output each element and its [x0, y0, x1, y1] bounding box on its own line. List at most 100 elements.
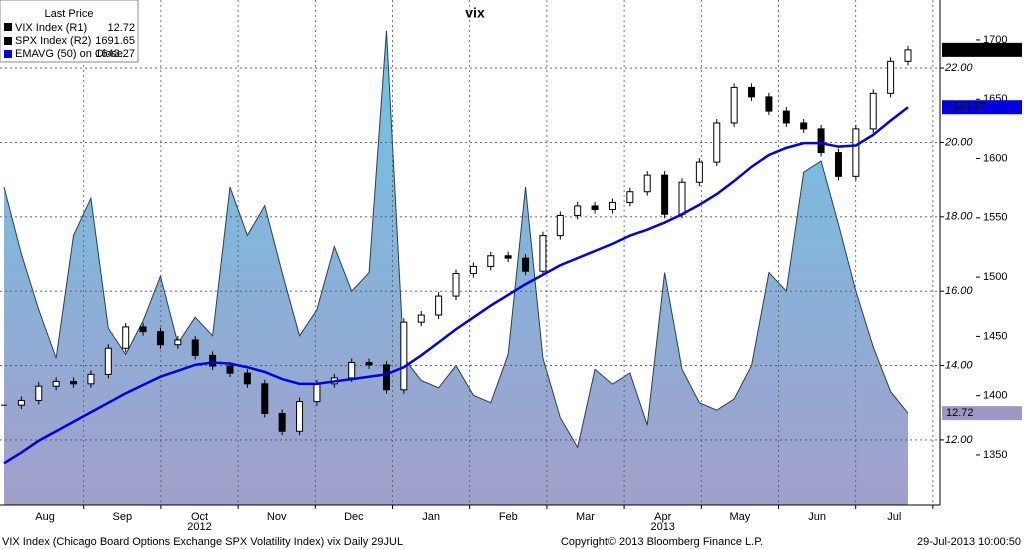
spx-candle [834, 152, 842, 177]
spx-candle [695, 161, 703, 183]
legend-value: 1643.27 [95, 48, 135, 60]
spx-candle [87, 373, 95, 385]
legend-swatch [4, 23, 12, 31]
legend-swatch [4, 37, 12, 45]
legend-label: VIX Index (R1) [15, 22, 87, 34]
x-tick-label: Oct [191, 511, 208, 523]
footer-left: VIX Index (Chicago Board Options Exchang… [2, 536, 403, 548]
legend-label: EMAVG (50) on Close [15, 48, 123, 60]
spx-candle [122, 326, 130, 349]
spx-candle [243, 372, 251, 385]
spx-candle [765, 96, 773, 112]
footer-right: 29-Jul-2013 10:00:50 [917, 536, 1021, 548]
spx-candle [139, 326, 147, 333]
spx-candle [400, 321, 408, 391]
spx-candle [296, 401, 304, 432]
x-tick-label: Sep [113, 511, 133, 523]
chart-title: vix [465, 5, 485, 21]
legend-value: 12.72 [107, 22, 135, 34]
spx-candle [452, 273, 460, 297]
spx-candle [730, 86, 738, 124]
last-price-label: 1643.27 [946, 101, 986, 113]
x-tick-label: Nov [267, 511, 287, 523]
x-tick-label: Jun [808, 511, 826, 523]
spx-candle [574, 205, 582, 216]
y2-tick-label: 1500 [983, 271, 1007, 283]
y-tick-label: 22.00 [944, 62, 973, 74]
legend-box [0, 0, 139, 63]
spx-candle [261, 383, 269, 414]
x-tick-label: Dec [344, 511, 364, 523]
spx-candle [487, 255, 495, 267]
x-year-label: 2013 [650, 521, 674, 533]
spx-candle [174, 339, 182, 346]
spx-candle [417, 314, 425, 323]
y-tick-label: 18.00 [945, 211, 973, 223]
spx-candle [504, 255, 512, 259]
last-price-tag [942, 42, 1022, 57]
y-tick-label: 14.00 [945, 359, 973, 371]
y-tick-label: 20.00 [944, 136, 973, 148]
spx-candle [70, 380, 78, 385]
spx-candle [904, 49, 912, 62]
spx-candle [539, 235, 547, 272]
spx-candle [869, 92, 877, 130]
spx-candle [608, 201, 616, 211]
legend-title: Last Price [45, 8, 94, 20]
y2-tick-label: 1350 [983, 449, 1007, 461]
spx-candle [643, 174, 651, 193]
legend: Last Price VIX Index (R1) 12.72 SPX Inde… [0, 0, 139, 63]
spx-candle [591, 205, 599, 211]
spx-candle [852, 128, 860, 177]
x-tick-label: May [730, 511, 751, 523]
spx-candle [348, 361, 356, 379]
spx-candle [556, 214, 564, 237]
vix-area [4, 30, 908, 506]
spx-candle [817, 128, 825, 154]
spx-candle [678, 181, 686, 215]
spx-candle [661, 174, 669, 215]
y2-tick-label: 1400 [983, 390, 1007, 402]
legend-label: SPX Index (R2) [15, 35, 91, 47]
y2-tick-label: 1450 [983, 330, 1007, 342]
spx-candle [313, 383, 321, 403]
footer-center: Copyright© 2013 Bloomberg Finance L.P. [561, 536, 763, 548]
spx-candle [887, 60, 895, 94]
y2-tick-label: 1600 [983, 152, 1007, 164]
ema-line [3, 106, 909, 465]
spx-candle [365, 361, 373, 366]
spx-candle [278, 412, 286, 432]
spx-candle [435, 295, 443, 316]
x-tick-label: Feb [499, 511, 518, 523]
legend-swatch [4, 50, 12, 58]
x-tick-label: Jul [887, 511, 901, 523]
legend-value: 1691.65 [95, 35, 135, 47]
last-price-label: 1691.65 [946, 44, 986, 56]
spx-candle [35, 385, 43, 401]
last-price-tag [942, 406, 1022, 421]
spx-candle [17, 399, 25, 406]
y2-tick-label: 1550 [983, 212, 1007, 224]
spx-candle [522, 257, 530, 272]
y-tick-label: 12.00 [945, 434, 973, 446]
x-tick-label: Mar [576, 511, 595, 523]
spx-candle [226, 365, 234, 374]
spx-candle [52, 380, 60, 387]
x-tick-label: Jan [422, 511, 440, 523]
x-tick-label: Apr [654, 511, 671, 523]
spx-candle [156, 331, 164, 346]
spx-candle [748, 86, 756, 98]
spx-candle [782, 110, 790, 124]
spx-candle [191, 339, 199, 356]
x-tick-label: Aug [35, 511, 55, 523]
spx-candle [209, 354, 217, 367]
last-price-label: 12.72 [946, 407, 974, 419]
spx-candle [469, 265, 477, 275]
spx-candle [713, 122, 721, 163]
x-year-label: 2012 [187, 521, 211, 533]
spx-candle [626, 191, 634, 203]
spx-candle [382, 364, 390, 391]
y-tick-label: 16.00 [945, 285, 973, 297]
spx-candle [800, 122, 808, 130]
